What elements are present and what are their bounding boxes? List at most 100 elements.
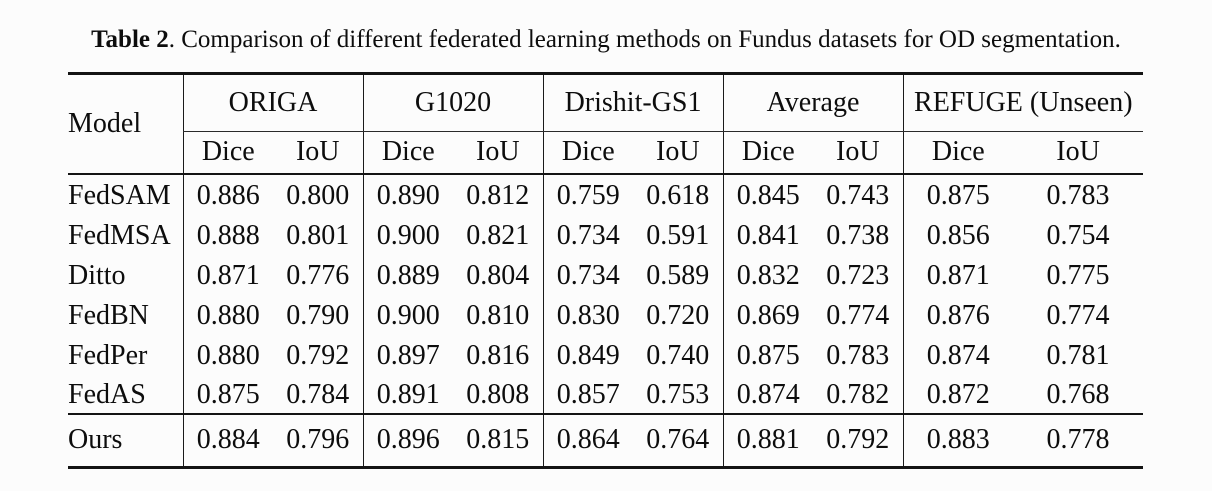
table-caption: Table 2. Comparison of different federat…	[0, 24, 1212, 56]
metric-value-cell: 0.810	[466, 299, 530, 331]
metric-value-cell: 0.775	[1046, 259, 1110, 291]
metric-value-cell: 0.720	[646, 299, 710, 331]
metric-value-cell: 0.816	[466, 339, 530, 371]
metric-value-cell: 0.856	[902, 213, 1014, 254]
metric-header-row: Dice IoU Dice IoU Dice IoU Dice IoU Dice…	[68, 131, 1144, 175]
metric-value-cell: 0.618	[646, 180, 710, 211]
metric-value-cell: 0.743	[826, 180, 890, 211]
model-name-cell: FedMSA	[68, 219, 171, 251]
metric-value-cell: 0.815	[453, 412, 544, 469]
results-table: Model ORIGA G1020 Drishit-GS1 Average RE…	[68, 72, 1144, 469]
metric-value-cell: 0.783	[1046, 180, 1110, 211]
metric-value-cell: 0.792	[286, 339, 350, 371]
table-row-fedper: FedPer 0.880 0.792 0.897 0.816 0.849 0.740 0.87…	[68, 333, 1143, 374]
metric-value-cell: 0.734	[542, 213, 634, 254]
metric-value-cell: 0.784	[286, 379, 350, 410]
metric-value-cell: 0.841	[722, 213, 814, 254]
metric-value-cell: 0.832	[722, 253, 814, 294]
metric-value-cell: 0.890	[362, 173, 454, 214]
metric-value-cell: 0.900	[362, 213, 454, 254]
metric-value-cell: 0.883	[902, 412, 1014, 469]
metric-value-cell: 0.589	[646, 259, 710, 291]
model-name-cell: FedAS	[68, 379, 146, 410]
metric-value-cell: 0.801	[286, 219, 350, 251]
group-header-row: Model ORIGA G1020 Drishit-GS1 Average RE…	[68, 72, 1144, 175]
metric-value-cell: 0.591	[646, 219, 710, 251]
metric-value-cell: 0.768	[1046, 379, 1110, 410]
column-header-iou: IoU	[813, 131, 904, 175]
metric-value-cell: 0.875	[182, 373, 273, 414]
table-row-fedbn: FedBN 0.880 0.790 0.900 0.810 0.830 0.720 0.869…	[68, 293, 1143, 334]
model-name-cell: FedBN	[68, 299, 149, 331]
metric-value-cell: 0.821	[466, 219, 530, 251]
metric-value-cell: 0.774	[1046, 299, 1110, 331]
metric-value-cell: 0.792	[813, 412, 904, 469]
metric-value-cell: 0.875	[722, 333, 814, 374]
metric-value-cell: 0.764	[633, 412, 724, 469]
table-row-fedsam: FedSAM 0.886 0.800 0.890 0.812 0.759 0.618 0.84…	[68, 173, 1143, 214]
metric-value-cell: 0.884	[182, 412, 273, 469]
metric-value-cell: 0.830	[542, 293, 634, 334]
metric-value-cell: 0.880	[182, 293, 273, 334]
metric-value-cell: 0.874	[722, 373, 814, 414]
metric-value-cell: 0.845	[722, 173, 814, 214]
metric-value-cell: 0.849	[542, 333, 634, 374]
metric-value-cell: 0.889	[362, 253, 454, 294]
metric-value-cell: 0.900	[362, 293, 454, 334]
group-header-g1020: G1020	[362, 72, 544, 132]
metric-value-cell: 0.723	[826, 259, 890, 291]
column-header-dice: Dice	[722, 131, 814, 175]
metric-value-cell: 0.880	[182, 333, 273, 374]
metric-value-cell: 0.776	[286, 259, 350, 291]
metric-value-cell: 0.740	[646, 339, 710, 371]
table-caption-label: Table 2	[91, 26, 169, 53]
metric-value-cell: 0.874	[902, 333, 1014, 374]
group-header-refuge-unseen: REFUGE (Unseen)	[902, 72, 1144, 132]
metric-value-cell: 0.896	[362, 412, 454, 469]
metric-value-cell: 0.897	[362, 333, 454, 374]
metric-value-cell: 0.891	[362, 373, 454, 414]
metric-value-cell: 0.783	[826, 339, 890, 371]
metric-value-cell: 0.875	[902, 173, 1014, 214]
metric-value-cell: 0.774	[826, 299, 890, 331]
column-header-iou: IoU	[633, 131, 724, 175]
metric-value-cell: 0.886	[182, 173, 273, 214]
metric-value-cell: 0.857	[542, 373, 634, 414]
table-caption-text: . Comparison of different federated lear…	[168, 26, 1121, 53]
table-row-fedmsa: FedMSA 0.888 0.801 0.900 0.821 0.734 0.591 0.84…	[68, 213, 1143, 254]
metric-value-cell: 0.871	[902, 253, 1014, 294]
metric-value-cell: 0.781	[1046, 339, 1110, 371]
metric-value-cell: 0.812	[466, 180, 530, 211]
model-name-cell: Ours	[68, 412, 183, 469]
column-header-iou: IoU	[1013, 131, 1144, 175]
group-header-origa: ORIGA	[182, 72, 364, 132]
metric-value-cell: 0.876	[902, 293, 1014, 334]
metric-value-cell: 0.800	[286, 180, 350, 211]
model-name-cell: FedSAM	[68, 180, 171, 211]
table-row-ours: Ours 0.884 0.796 0.896 0.815 0.864 0.764 0.881 0…	[68, 412, 1144, 469]
metric-value-cell: 0.734	[542, 253, 634, 294]
column-header-model: Model	[68, 72, 183, 175]
metric-value-cell: 0.869	[722, 293, 814, 334]
metric-value-cell: 0.759	[542, 173, 634, 214]
column-header-dice: Dice	[542, 131, 634, 175]
column-header-iou: IoU	[453, 131, 544, 175]
metric-value-cell: 0.864	[542, 412, 634, 469]
metric-value-cell: 0.871	[182, 253, 273, 294]
metric-value-cell: 0.782	[826, 379, 890, 410]
group-header-drishit-gs1: Drishit-GS1	[542, 72, 724, 132]
metric-value-cell: 0.754	[1046, 219, 1110, 251]
metric-value-cell: 0.808	[466, 379, 530, 410]
column-header-iou: IoU	[273, 131, 364, 175]
metric-value-cell: 0.778	[1013, 412, 1144, 469]
column-header-dice: Dice	[902, 131, 1014, 175]
metric-value-cell: 0.804	[466, 259, 530, 291]
table-header: Model ORIGA G1020 Drishit-GS1 Average RE…	[68, 72, 1144, 175]
metric-value-cell: 0.881	[722, 412, 814, 469]
metric-value-cell: 0.796	[273, 412, 364, 469]
table-row-ditto: Ditto 0.871 0.776 0.889 0.804 0.734 0.589 0.832…	[68, 253, 1143, 294]
table-final-section: Ours 0.884 0.796 0.896 0.815 0.864 0.764 0.881 0…	[68, 412, 1144, 469]
metric-value-cell: 0.888	[182, 213, 273, 254]
column-header-dice: Dice	[182, 131, 273, 175]
